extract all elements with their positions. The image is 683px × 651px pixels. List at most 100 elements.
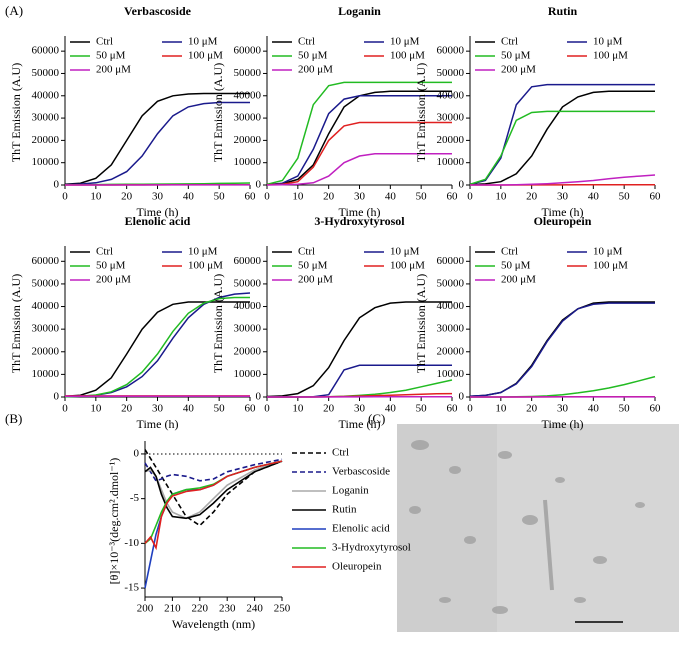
y-tick-label: 60000	[437, 45, 465, 57]
x-tick-label: 20	[526, 191, 538, 203]
legend-label: Ctrl	[298, 36, 315, 48]
chart-title: Elenolic acid	[125, 214, 191, 228]
x-tick-label: 250	[274, 603, 291, 615]
series-line	[144, 460, 283, 520]
x-tick-label: 0	[467, 403, 473, 415]
y-tick-label: 50000	[234, 277, 262, 289]
series-line	[266, 95, 452, 186]
legend-label: Ctrl	[298, 246, 315, 258]
y-tick-label: 10000	[234, 156, 262, 168]
x-tick-label: 10	[495, 191, 507, 203]
x-axis-label: Time (h)	[137, 205, 179, 219]
y-tick-label: 20000	[437, 134, 465, 146]
x-tick-label: 50	[416, 191, 428, 203]
x-tick-label: 20	[121, 191, 133, 203]
x-tick-label: 40	[588, 191, 600, 203]
series-line	[470, 174, 656, 186]
y-tick-label: 30000	[437, 112, 465, 124]
y-tick-label: 50000	[32, 67, 60, 79]
chart-title: Rutin	[548, 4, 578, 18]
x-tick-label: 40	[385, 191, 397, 203]
y-tick-label: 0	[256, 391, 262, 403]
series-line	[144, 460, 283, 551]
legend-label: 50 μM	[501, 50, 531, 62]
y-axis-label: ThT Emission (A.U)	[211, 63, 225, 162]
series-line	[144, 458, 283, 482]
series-line	[469, 110, 655, 186]
x-tick-label: 20	[526, 403, 538, 415]
legend-label: 50 μM	[96, 50, 126, 62]
legend-label: 50 μM	[501, 260, 531, 272]
x-axis-label: Time (h)	[542, 205, 584, 219]
legend-label: Loganin	[332, 485, 369, 497]
x-tick-label: 210	[164, 603, 181, 615]
y-tick-label: 40000	[32, 300, 60, 312]
chart-title: Verbascoside	[124, 4, 192, 18]
x-tick-label: 50	[619, 403, 631, 415]
series-line	[470, 375, 656, 398]
legend-label: 50 μM	[298, 260, 328, 272]
legend-label: 10 μM	[188, 246, 218, 258]
x-axis-label: Time (h)	[339, 417, 381, 431]
y-tick-label: 20000	[32, 345, 60, 357]
series-line	[64, 296, 250, 398]
y-tick-label: 40000	[32, 89, 60, 101]
x-tick-label: 50	[619, 191, 631, 203]
x-tick-label: 50	[214, 191, 226, 203]
y-axis-label: ThT Emission (A.U)	[211, 274, 225, 373]
y-axis-label: ThT Emission (A.U)	[414, 274, 428, 373]
x-tick-label: 0	[264, 191, 270, 203]
x-tick-label: 60	[245, 403, 257, 415]
legend-label: 100 μM	[593, 50, 628, 62]
x-tick-label: 30	[354, 191, 366, 203]
legend-label: Ctrl	[332, 447, 349, 459]
y-tick-label: 0	[54, 391, 60, 403]
y-tick-label: 50000	[437, 67, 465, 79]
y-tick-label: -5	[130, 492, 140, 504]
x-tick-label: 10	[90, 403, 102, 415]
y-axis-label: ThT Emission (A.U)	[9, 274, 23, 373]
chart-title: Loganin	[338, 4, 381, 18]
x-tick-label: 40	[183, 191, 195, 203]
legend-label: 50 μM	[96, 260, 126, 272]
x-tick-label: 10	[292, 403, 304, 415]
panel-label: (C)	[368, 411, 385, 426]
x-axis-label: Time (h)	[137, 417, 179, 431]
legend-label: 200 μM	[96, 64, 131, 76]
panel-label: (A)	[5, 3, 23, 18]
legend-label: Oleuropein	[332, 561, 382, 573]
x-tick-label: 20	[323, 403, 335, 415]
x-tick-label: 240	[246, 603, 263, 615]
legend-label: 10 μM	[593, 36, 623, 48]
y-tick-label: 0	[459, 179, 465, 191]
legend-label: 100 μM	[390, 50, 425, 62]
x-tick-label: 220	[192, 603, 209, 615]
y-tick-label: -10	[124, 537, 139, 549]
series-line	[266, 153, 452, 186]
legend-label: Ctrl	[501, 36, 518, 48]
legend-label: 100 μM	[593, 260, 628, 272]
legend-label: 100 μM	[188, 260, 223, 272]
series-line	[64, 301, 250, 398]
series-line	[144, 460, 283, 589]
legend-label: 10 μM	[188, 36, 218, 48]
legend-label: 200 μM	[298, 274, 333, 286]
legend-label: Ctrl	[96, 246, 113, 258]
legend-label: 200 μM	[96, 274, 131, 286]
y-axis-label: ThT Emission (A.U)	[9, 63, 23, 162]
legend-label: 200 μM	[501, 64, 536, 76]
series-line	[469, 301, 655, 398]
legend-label: Ctrl	[501, 246, 518, 258]
series-line	[469, 90, 655, 186]
y-axis-label: ThT Emission (A.U)	[414, 63, 428, 162]
legend-label: Rutin	[332, 504, 357, 516]
y-tick-label: 40000	[234, 300, 262, 312]
x-tick-label: 0	[264, 403, 270, 415]
y-tick-label: 60000	[234, 45, 262, 57]
y-tick-label: 30000	[234, 323, 262, 335]
series-line	[266, 301, 452, 398]
legend-label: 10 μM	[593, 246, 623, 258]
x-tick-label: 230	[219, 603, 236, 615]
y-tick-label: 30000	[234, 112, 262, 124]
legend-label: 200 μM	[501, 274, 536, 286]
